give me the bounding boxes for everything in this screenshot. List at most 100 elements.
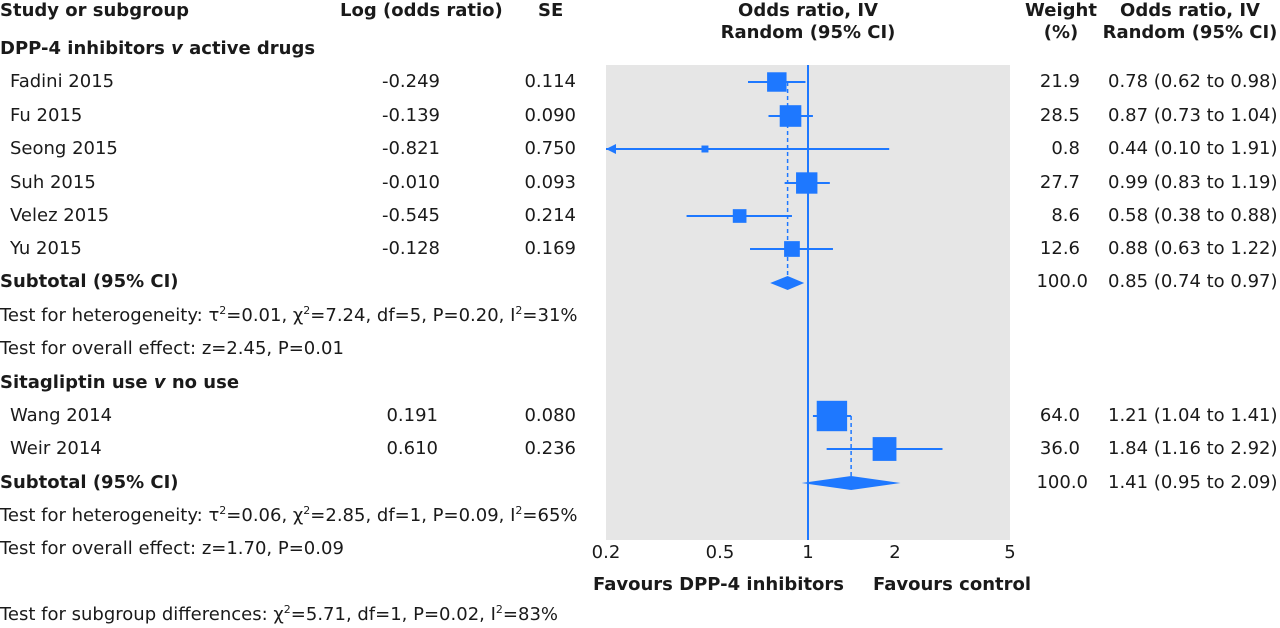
header-log-odds-ratio: Log (odds ratio): [340, 0, 503, 21]
subtotal-diamond: [801, 476, 901, 490]
group-title-v: v: [171, 38, 183, 59]
overall-effect-test: Test for overall effect: z=2.45, P=0.01: [0, 338, 344, 359]
study-ci: 0.99 (0.83 to 1.19): [1108, 172, 1278, 193]
text-part: =7.24, df=5, P=0.20, I: [310, 305, 516, 326]
group-title-dpp4: DPP-4 inhibitors v active drugs: [0, 38, 315, 60]
study-weight: 8.6: [1051, 205, 1080, 226]
study-name: Velez 2015: [10, 205, 110, 226]
header-plot-title-1: Odds ratio, IV: [738, 0, 878, 21]
group-title-part: Sitagliptin use: [0, 372, 154, 393]
text-part: =83%: [502, 604, 558, 625]
study-ci: 0.78 (0.62 to 0.98): [1108, 71, 1278, 92]
effect-square: [701, 145, 709, 153]
header-plot-title-2: Random (95% CI): [720, 22, 896, 43]
text-part: =65%: [522, 505, 578, 526]
study-weight: 21.9: [1039, 71, 1080, 92]
study-ci: 0.87 (0.73 to 1.04): [1108, 105, 1278, 126]
study-log-or: -0.821: [381, 138, 440, 159]
heterogeneity-test: Test for heterogeneity: τ2=0.01, χ2=7.24…: [0, 305, 578, 327]
effect-square: [732, 209, 747, 223]
study-name: Fadini 2015: [10, 71, 115, 92]
study-log-or: -0.545: [381, 205, 440, 226]
study-ci: 0.44 (0.10 to 1.91): [1108, 138, 1278, 159]
subtotal-ci: 1.41 (0.95 to 2.09): [1108, 472, 1278, 493]
study-weight: 64.0: [1039, 405, 1080, 426]
study-weight: 27.7: [1039, 172, 1080, 193]
superscript: 2: [303, 504, 311, 517]
superscript: 2: [515, 504, 523, 517]
text-part: Test for heterogeneity: τ: [0, 505, 220, 526]
ci-arrow: [606, 144, 616, 154]
text-part: Test for subgroup differences: χ: [0, 604, 284, 625]
header-or-1: Odds ratio, IV: [1120, 0, 1260, 21]
study-log-or: -0.139: [381, 105, 440, 126]
text-part: =0.01, χ: [226, 305, 304, 326]
study-se: 0.214: [524, 205, 576, 226]
study-se: 0.169: [524, 238, 576, 259]
header-or-2: Random (95% CI): [1102, 22, 1278, 43]
study-name: Suh 2015: [10, 172, 96, 193]
effect-square: [796, 172, 818, 194]
favours-left-label: Favours DPP-4 inhibitors: [593, 574, 845, 595]
header-weight-1: Weight: [1025, 0, 1097, 21]
text-part: =2.85, df=1, P=0.09, I: [310, 505, 516, 526]
group-title-part: active drugs: [182, 38, 316, 59]
study-name: Fu 2015: [10, 105, 83, 126]
effect-square: [779, 105, 802, 127]
favours-right-label: Favours control: [873, 574, 1032, 595]
superscript: 2: [219, 504, 227, 517]
study-name: Wang 2014: [10, 405, 113, 426]
study-weight: 28.5: [1039, 105, 1080, 126]
study-se: 0.090: [524, 105, 576, 126]
superscript: 2: [219, 304, 227, 317]
text-part: Test for heterogeneity: τ: [0, 305, 220, 326]
study-ci: 1.21 (1.04 to 1.41): [1108, 405, 1278, 426]
study-weight: 12.6: [1039, 238, 1080, 259]
study-ci: 1.84 (1.16 to 2.92): [1108, 438, 1278, 459]
heterogeneity-test: Test for heterogeneity: τ2=0.06, χ2=2.85…: [0, 505, 578, 527]
study-name: Seong 2015: [10, 138, 118, 159]
study-log-or: 0.610: [386, 438, 438, 459]
study-ci: 0.88 (0.63 to 1.22): [1108, 238, 1278, 259]
superscript: 2: [283, 603, 291, 616]
effect-square: [784, 241, 800, 257]
effect-square: [816, 400, 848, 432]
subtotal-weight: 100.0: [1036, 271, 1088, 292]
text-part: =31%: [522, 305, 578, 326]
group-title-v: v: [153, 372, 166, 393]
tick-label: 2: [889, 542, 901, 563]
study-weight: 0.8: [1051, 138, 1080, 159]
subtotal-weight: 100.0: [1036, 472, 1088, 493]
subtotal-label: Subtotal (95% CI): [0, 472, 179, 493]
study-se: 0.236: [524, 438, 576, 459]
subtotal-label: Subtotal (95% CI): [0, 271, 179, 292]
tick-label: 0.2: [591, 542, 621, 563]
effect-square: [767, 72, 787, 92]
superscript: 2: [495, 603, 503, 616]
study-log-or: -0.010: [381, 172, 440, 193]
study-log-or: 0.191: [386, 405, 438, 426]
study-log-or: -0.128: [381, 238, 440, 259]
text-part: =5.71, df=1, P=0.02, I: [290, 604, 496, 625]
study-name: Yu 2015: [10, 238, 82, 259]
text-part: =0.06, χ: [226, 505, 304, 526]
effect-square: [872, 437, 897, 461]
subtotal-ci: 0.85 (0.74 to 0.97): [1108, 271, 1278, 292]
overall-effect-test: Test for overall effect: z=1.70, P=0.09: [0, 538, 344, 559]
superscript: 2: [515, 304, 523, 317]
header-weight-2: (%): [1043, 22, 1079, 43]
study-log-or: -0.249: [381, 71, 440, 92]
superscript: 2: [303, 304, 311, 317]
study-se: 0.750: [524, 138, 576, 159]
study-se: 0.080: [524, 405, 576, 426]
group-title-part: DPP-4 inhibitors: [0, 38, 172, 59]
group-title-sitagliptin: Sitagliptin use v no use: [0, 372, 239, 394]
study-se: 0.093: [524, 172, 576, 193]
header-se: SE: [538, 0, 564, 21]
subtotal-diamond: [770, 276, 805, 290]
tick-label: 1: [802, 542, 814, 563]
study-se: 0.114: [524, 71, 576, 92]
tick-label: 5: [1004, 542, 1016, 563]
tick-label: 0.5: [705, 542, 735, 563]
